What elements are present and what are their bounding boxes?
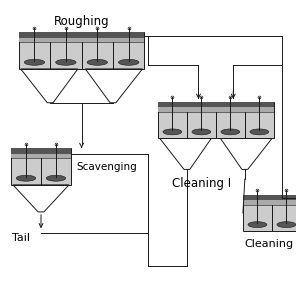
Bar	[216, 102, 245, 138]
Bar	[81, 32, 113, 38]
Ellipse shape	[248, 222, 267, 228]
Ellipse shape	[46, 175, 66, 181]
Ellipse shape	[163, 129, 182, 135]
Bar	[243, 200, 272, 205]
Ellipse shape	[24, 59, 45, 65]
Bar	[158, 102, 187, 138]
Bar	[19, 38, 50, 42]
Bar	[245, 102, 274, 107]
Bar	[11, 148, 41, 185]
Text: Tail: Tail	[12, 233, 30, 243]
Bar	[272, 200, 301, 205]
Bar	[50, 32, 81, 38]
Ellipse shape	[118, 59, 139, 65]
Bar	[19, 32, 50, 69]
Bar	[158, 102, 187, 107]
Bar	[216, 107, 245, 112]
Bar	[187, 102, 216, 138]
Bar	[113, 32, 144, 69]
Ellipse shape	[16, 175, 36, 181]
Ellipse shape	[56, 59, 76, 65]
Ellipse shape	[250, 129, 269, 135]
Ellipse shape	[221, 129, 240, 135]
Bar	[50, 38, 81, 42]
Text: Roughing: Roughing	[54, 15, 109, 28]
Bar	[243, 195, 272, 231]
Bar	[50, 32, 81, 69]
Bar	[41, 154, 71, 158]
Bar	[245, 102, 274, 138]
Bar	[19, 32, 50, 38]
Ellipse shape	[87, 59, 107, 65]
Text: Scavenging: Scavenging	[77, 162, 138, 171]
Bar	[41, 148, 71, 154]
Bar	[243, 195, 272, 200]
Bar	[187, 102, 216, 107]
Bar	[11, 148, 41, 154]
Ellipse shape	[192, 129, 211, 135]
Bar	[158, 107, 187, 112]
Bar	[81, 38, 113, 42]
Text: Cleaning: Cleaning	[245, 239, 294, 249]
Bar	[216, 102, 245, 107]
Bar	[11, 154, 41, 158]
Bar	[272, 195, 301, 231]
Bar	[272, 195, 301, 200]
Bar	[113, 32, 144, 38]
Ellipse shape	[277, 222, 296, 228]
Text: Cleaning I: Cleaning I	[172, 177, 231, 190]
Bar	[41, 148, 71, 185]
Bar	[113, 38, 144, 42]
Bar	[81, 32, 113, 69]
Bar	[187, 107, 216, 112]
Bar	[245, 107, 274, 112]
